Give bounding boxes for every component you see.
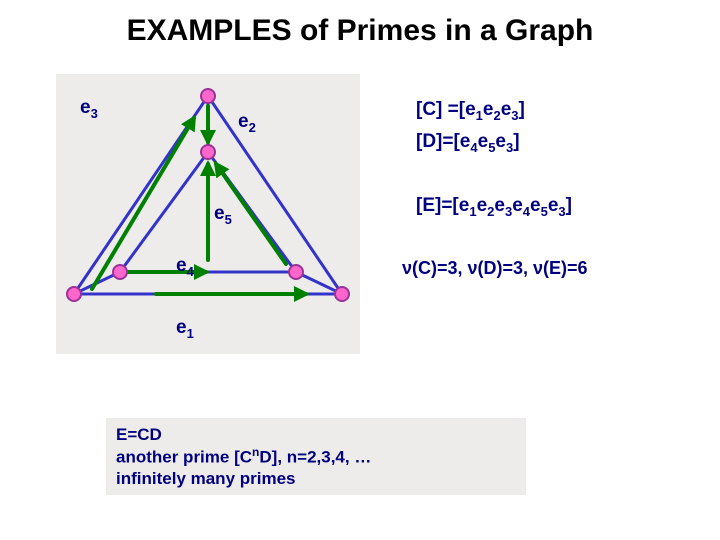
- edge-label-e2: e2: [238, 112, 256, 134]
- cd-line2: another prime [CnD], n=2,3,4, …: [116, 445, 516, 468]
- cd-line2-a: another prime [C: [116, 448, 252, 467]
- edge-label-e4: e4: [176, 256, 194, 278]
- equation-D: [D]=[e4e5e3]: [416, 132, 520, 155]
- edge-label-e5: e5: [214, 204, 232, 226]
- cd-infobox: E=CD another prime [CnD], n=2,3,4, … inf…: [106, 418, 526, 495]
- cd-line1: E=CD: [116, 424, 516, 445]
- graph-svg: [56, 74, 360, 354]
- nu-values-line: ν(C)=3, ν(D)=3, ν(E)=6: [402, 258, 588, 279]
- edge-label-e1: e1: [176, 318, 194, 340]
- equation-C: [C] =[e1e2e3]: [416, 100, 525, 123]
- graph-svg-container: [56, 74, 360, 354]
- slide-title: EXAMPLES of Primes in a Graph: [0, 14, 720, 48]
- equation-E: [E]=[e1e2e3e4e5e3]: [416, 196, 572, 219]
- edge-label-e3: e3: [80, 98, 98, 120]
- cd-line3: infinitely many primes: [116, 468, 516, 489]
- cd-line2-b: D], n=2,3,4, …: [259, 448, 371, 467]
